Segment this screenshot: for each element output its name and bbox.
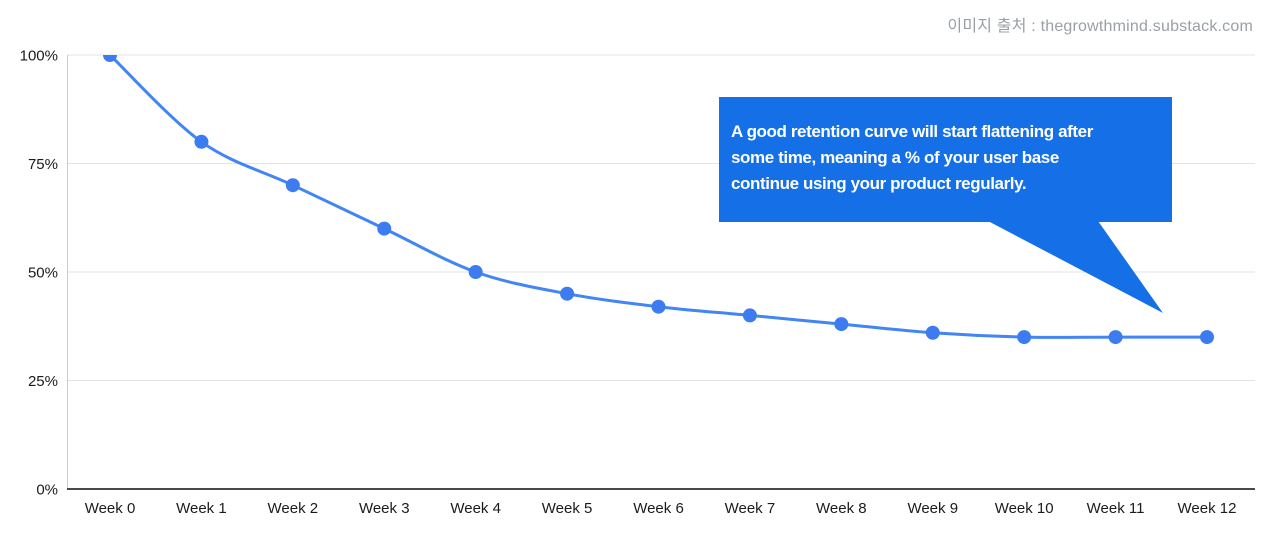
x-tick-label: Week 1 (176, 500, 227, 517)
x-tick-label: Week 4 (450, 500, 501, 517)
x-tick-label: Week 6 (633, 500, 684, 517)
x-tick-label: Week 3 (359, 500, 410, 517)
data-point-week-0 (103, 55, 117, 62)
callout-tail (988, 221, 1163, 313)
x-tick-label: Week 7 (725, 500, 776, 517)
series-retention (103, 55, 1214, 345)
data-point-week-9 (925, 325, 940, 340)
image-source-credit: 이미지 출처 : thegrowthmind.substack.com (947, 18, 1253, 35)
x-tick-label: Week 0 (85, 500, 136, 517)
data-point-week-3 (377, 221, 392, 236)
x-tick-label: Week 9 (907, 500, 958, 517)
callout-text-line: A good retention curve will start flatte… (731, 122, 1093, 141)
x-tick-label: Week 5 (542, 500, 593, 517)
callout-annotation: A good retention curve will start flatte… (719, 97, 1172, 222)
data-point-week-5 (560, 286, 575, 301)
callout-text-line: some time, meaning a % of your user base (731, 148, 1059, 167)
x-tick-label: Week 10 (995, 500, 1054, 517)
data-point-week-8 (834, 317, 849, 332)
y-tick-label: 75% (28, 156, 58, 173)
y-tick-label: 25% (28, 373, 58, 390)
x-tick-label: Week 8 (816, 500, 867, 517)
y-tick-label: 100% (20, 48, 58, 65)
x-tick-label: Week 2 (268, 500, 319, 517)
data-point-week-1 (194, 134, 209, 149)
x-tick-label: Week 12 (1178, 500, 1237, 517)
data-point-week-4 (468, 265, 483, 279)
callout-text-line: continue using your product regularly. (731, 174, 1027, 193)
y-tick-label: 0% (36, 482, 58, 499)
x-tick-label: Week 11 (1087, 500, 1145, 517)
data-point-week-2 (285, 178, 300, 193)
data-point-week-10 (1017, 330, 1032, 345)
data-point-week-11 (1108, 330, 1123, 345)
data-point-week-12 (1200, 330, 1214, 345)
y-tick-label: 50% (28, 265, 58, 282)
data-point-week-6 (651, 299, 666, 314)
data-point-week-7 (742, 308, 757, 323)
